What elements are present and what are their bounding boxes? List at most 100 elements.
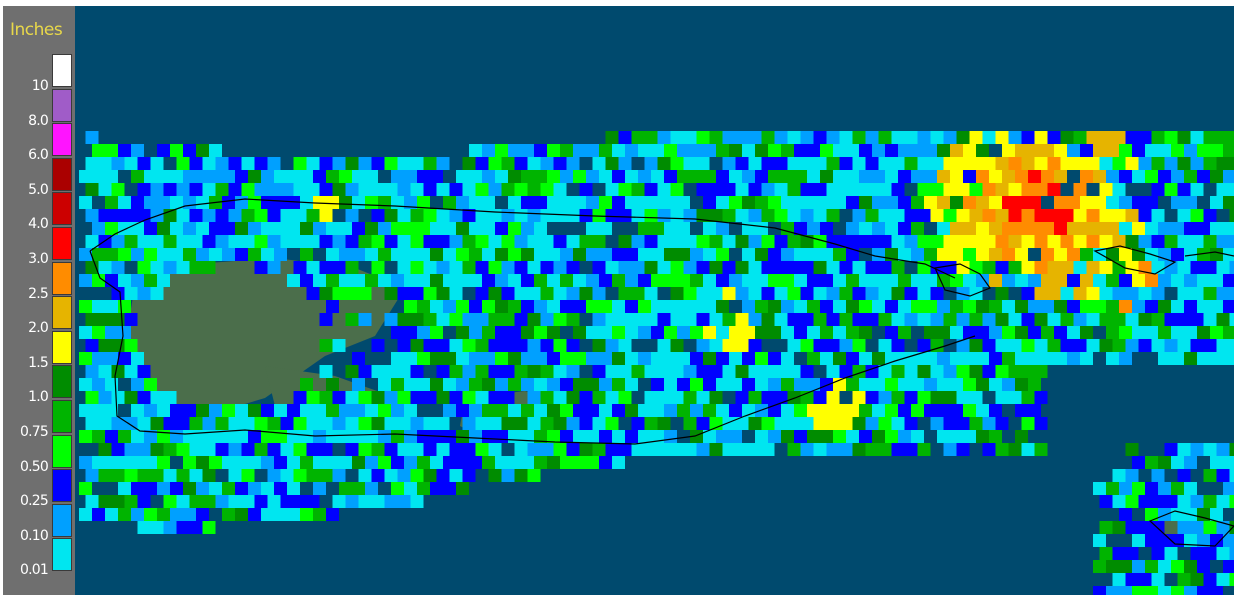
- rainfall-cell: [1125, 131, 1139, 144]
- rainfall-cell: [592, 339, 606, 352]
- rainfall-cell: [1145, 274, 1158, 287]
- rainfall-cell: [79, 456, 92, 469]
- rainfall-cell: [1021, 183, 1035, 196]
- rainfall-cell: [638, 352, 651, 365]
- rainfall-cell: [508, 300, 521, 313]
- rainfall-cell: [410, 365, 424, 378]
- rainfall-cell: [378, 430, 391, 443]
- rainfall-cell: [228, 443, 242, 456]
- rainfall-cell: [787, 339, 801, 352]
- rainfall-cell: [397, 365, 411, 378]
- rainfall-cell: [1171, 144, 1184, 157]
- rainfall-cell: [1171, 300, 1184, 313]
- rainfall-cell: [794, 430, 807, 443]
- rainfall-cell: [950, 378, 963, 391]
- rainfall-cell: [430, 378, 443, 391]
- rainfall-cell: [358, 443, 372, 456]
- rainfall-cell: [228, 183, 242, 196]
- rainfall-cell: [1054, 170, 1067, 183]
- rainfall-cell: [1073, 261, 1087, 274]
- legend-tick-label: 6.0: [28, 147, 49, 164]
- rainfall-cell: [495, 378, 508, 391]
- rainfall-cell: [215, 417, 229, 430]
- rainfall-cell: [228, 209, 242, 222]
- rainfall-cell: [527, 365, 541, 378]
- rainfall-cell: [339, 404, 352, 417]
- rainfall-cell: [183, 144, 196, 157]
- rainfall-cell: [963, 222, 976, 235]
- rainfall-cell: [85, 313, 99, 326]
- rainfall-cell: [787, 313, 801, 326]
- rainfall-cell: [534, 222, 547, 235]
- rainfall-cell: [274, 248, 287, 261]
- rainfall-cell: [339, 430, 352, 443]
- rainfall-cell: [560, 170, 573, 183]
- rainfall-cell: [358, 183, 372, 196]
- rainfall-cell: [547, 352, 560, 365]
- rainfall-cell: [267, 157, 281, 170]
- rainfall-cell: [729, 326, 742, 339]
- radar-rainfall-map[interactable]: [75, 6, 1234, 595]
- rainfall-cell: [794, 274, 807, 287]
- rainfall-cell: [332, 261, 346, 274]
- rainfall-cell: [202, 183, 216, 196]
- rainfall-cell: [475, 339, 489, 352]
- rainfall-cell: [872, 170, 885, 183]
- rainfall-cell: [1229, 183, 1234, 196]
- rainfall-cell: [547, 430, 560, 443]
- rainfall-cell: [820, 144, 833, 157]
- rainfall-cell: [1015, 430, 1028, 443]
- rainfall-cell: [1229, 287, 1234, 300]
- rainfall-cell: [189, 183, 203, 196]
- rainfall-cell: [98, 339, 112, 352]
- rainfall-cell: [898, 222, 911, 235]
- rainfall-cell: [410, 287, 424, 300]
- rainfall-cell: [456, 482, 469, 495]
- rainfall-cell: [1028, 222, 1041, 235]
- rainfall-cell: [846, 274, 859, 287]
- rainfall-cell: [976, 274, 989, 287]
- rainfall-cell: [1086, 339, 1100, 352]
- rainfall-cell: [904, 157, 918, 170]
- rainfall-cell: [495, 430, 508, 443]
- rainfall-cell: [722, 235, 736, 248]
- rainfall-cell: [943, 417, 957, 430]
- rainfall-cell: [599, 196, 612, 209]
- rainfall-cell: [443, 300, 456, 313]
- rainfall-cell: [716, 274, 729, 287]
- rainfall-cell: [202, 521, 216, 534]
- rainfall-cell: [839, 443, 853, 456]
- rainfall-cell: [976, 404, 989, 417]
- rainfall-cell: [430, 326, 443, 339]
- rainfall-cell: [1054, 144, 1067, 157]
- rainfall-cell: [885, 170, 898, 183]
- rainfall-cell: [163, 183, 177, 196]
- rainfall-cell: [1047, 209, 1061, 222]
- rainfall-cell: [118, 482, 131, 495]
- rainfall-cell: [456, 404, 469, 417]
- rainfall-cell: [1099, 521, 1113, 534]
- rainfall-cell: [98, 417, 112, 430]
- rainfall-cell: [618, 443, 632, 456]
- rainfall-cell: [566, 313, 580, 326]
- rainfall-cell: [644, 209, 658, 222]
- rainfall-cell: [1008, 313, 1022, 326]
- rainfall-cell: [118, 248, 131, 261]
- rainfall-cell: [1158, 274, 1171, 287]
- rainfall-cell: [1197, 248, 1210, 261]
- rainfall-cell: [657, 313, 671, 326]
- rainfall-cell: [865, 183, 879, 196]
- rainfall-cell: [488, 157, 502, 170]
- rainfall-cell: [332, 391, 346, 404]
- map-canvas: [79, 131, 1234, 595]
- rainfall-cell: [1138, 209, 1152, 222]
- rainfall-cell: [898, 170, 911, 183]
- rainfall-cell: [813, 157, 827, 170]
- rainfall-cell: [332, 339, 346, 352]
- rainfall-cell: [690, 170, 703, 183]
- rainfall-cell: [794, 144, 807, 157]
- rainfall-cell: [98, 313, 112, 326]
- rainfall-cell: [1203, 287, 1217, 300]
- rainfall-cell: [352, 404, 365, 417]
- rainfall-cell: [859, 300, 872, 313]
